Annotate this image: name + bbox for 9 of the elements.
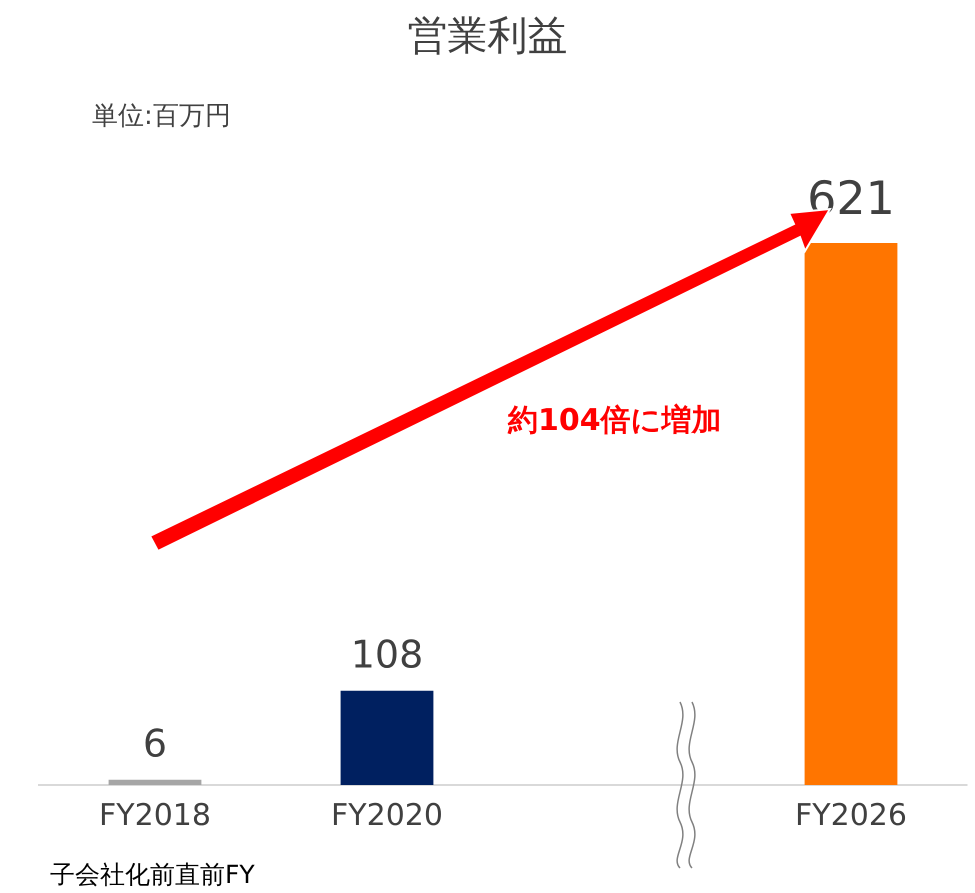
x-tick-label: FY2026 [795,798,907,833]
chart-title: 営業利益 [406,12,568,61]
text: 単位:百万円 [92,100,231,133]
annotation: 約104倍に増加 [508,402,722,440]
text: 子会社化前直前FY [50,859,255,891]
data-label: 108 [350,632,424,677]
x-tick-label: FY2018 [99,798,211,833]
x-tick-label: FY2020 [331,798,443,833]
data-label: 6 [142,722,168,766]
